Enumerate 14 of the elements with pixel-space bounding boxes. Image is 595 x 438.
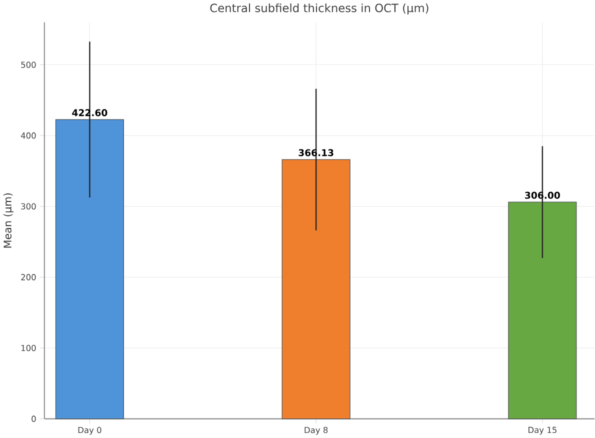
bar <box>282 159 350 420</box>
y-tick-label: 0 <box>32 416 36 422</box>
bar <box>508 202 577 420</box>
x-tick-label: Day 15 <box>528 426 556 435</box>
y-tick-label: 400 <box>20 132 36 139</box>
x-tick-label: Day 0 <box>78 426 102 435</box>
y-tick-label: 500 <box>21 62 36 68</box>
x-tick-label: Day 8 <box>304 426 328 435</box>
y-tick-label: 100 <box>21 344 36 352</box>
y-tick-label: 200 <box>21 274 36 280</box>
y-axis-title: Mean (µm) <box>3 193 14 248</box>
chart-title: Central subfield thickness in OCT (µm) <box>210 3 428 14</box>
bar <box>55 119 124 420</box>
y-tick-label: 300 <box>21 203 36 210</box>
